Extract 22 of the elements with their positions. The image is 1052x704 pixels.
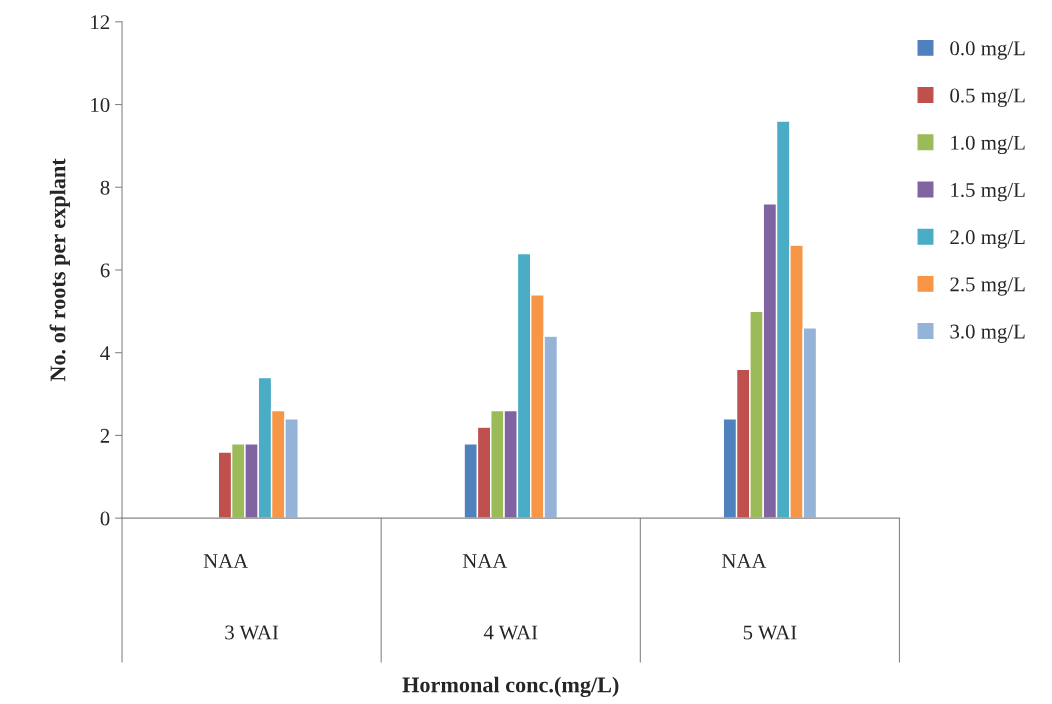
x-axis-title: Hormonal conc.(mg/L) [402,676,619,698]
legend-label: 1.0 mg/L [951,135,1025,155]
y-tick-label: 0 [100,511,110,526]
legend-label: 2.0 mg/L [950,230,1025,249]
text: 4 WAI [483,625,538,640]
y-tick-label: 6 [100,263,110,278]
x-tick-label: NAA [722,554,767,568]
text: 5 WAI [743,625,797,640]
legend-label: 2.5 mg/L [950,277,1025,296]
text: 3 WAI [225,625,279,640]
y-tick-label: 4 [100,346,110,360]
legend-label: 1.5 mg/L [951,183,1025,202]
y-tick-label: 2 [100,428,110,443]
y-tick-label: 10 [91,97,110,112]
legend-label: 0.5 mg/L [950,88,1025,107]
y-tick-label: 12 [91,15,110,30]
x-tick-label: NAA [203,554,249,568]
legend-label: 0.0 mg/L [950,41,1025,60]
legend-label: 3.0 mg/L [950,324,1025,343]
x-tick-label: NAA [462,554,508,568]
y-tick-label: 8 [100,180,110,195]
y-axis-title: No. of roots per explant [49,158,70,382]
